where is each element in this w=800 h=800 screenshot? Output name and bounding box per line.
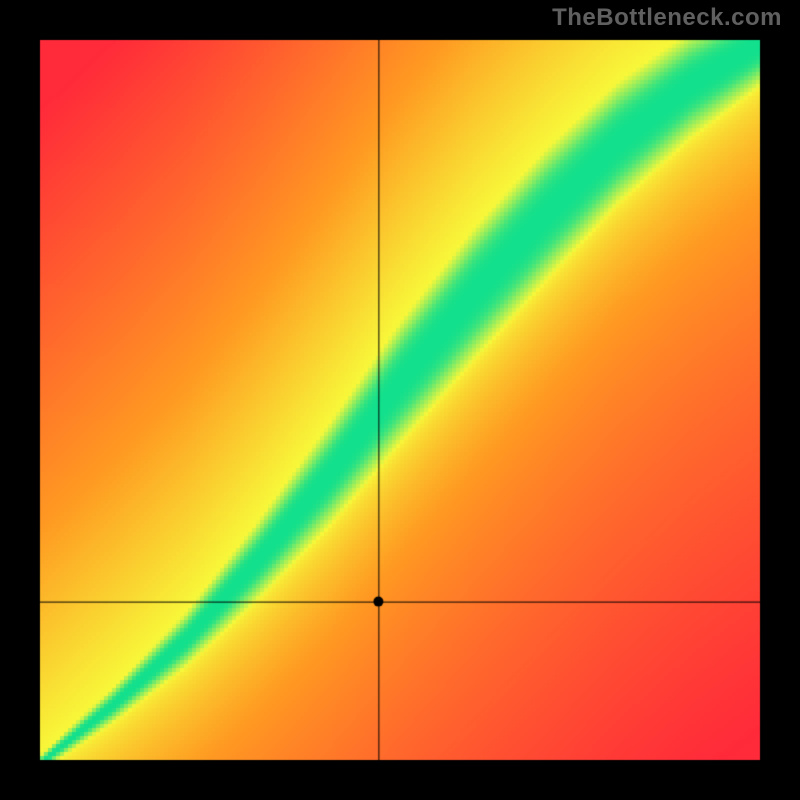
heatmap-canvas	[0, 0, 800, 800]
watermark-text: TheBottleneck.com	[552, 4, 782, 32]
chart-root: TheBottleneck.com	[0, 0, 800, 800]
